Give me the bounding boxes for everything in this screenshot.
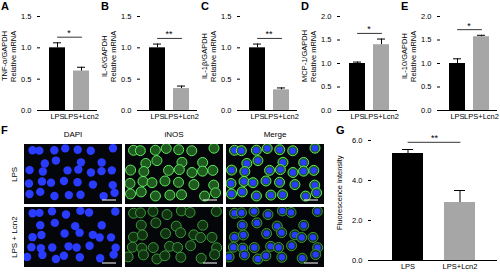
svg-text:1.5: 1.5 [21, 12, 31, 21]
html-text:B: B [101, 0, 109, 12]
svg-text:1.0: 1.0 [121, 43, 131, 52]
html-text:MCP-1/GAPDH: MCP-1/GAPDH [300, 30, 309, 82]
svg-text:LPS: LPS [150, 112, 164, 121]
svg-text:*: * [67, 28, 71, 38]
svg-text:1.0: 1.0 [421, 59, 431, 68]
html-text:DAPI: DAPI [63, 130, 83, 139]
svg-text:2.0: 2.0 [352, 216, 362, 225]
html-text:Fluorescence intensity: Fluorescence intensity [335, 155, 344, 231]
svg-text:1.5: 1.5 [321, 35, 331, 44]
svg-text:2.0: 2.0 [321, 12, 331, 21]
svg-text:1.5: 1.5 [421, 35, 431, 44]
html-text:Relative mRNA: Relative mRNA [9, 30, 18, 82]
html-text:iNOS: iNOS [164, 130, 184, 139]
html-text:LPS: LPS [10, 166, 19, 182]
svg-text:6.0: 6.0 [352, 136, 362, 145]
html-text:C: C [201, 0, 209, 12]
html-text:D: D [301, 0, 309, 12]
svg-text:0.0: 0.0 [352, 256, 362, 265]
svg-text:0.5: 0.5 [121, 75, 131, 84]
svg-text:0.5: 0.5 [321, 82, 331, 91]
svg-text:0.0: 0.0 [421, 106, 431, 115]
html-text:F: F [1, 124, 8, 136]
svg-text:0.0: 0.0 [321, 106, 331, 115]
svg-text:LPS+Lcn2: LPS+Lcn2 [64, 112, 99, 121]
html-text:Relative mRNA: Relative mRNA [409, 30, 418, 82]
svg-text:LPS: LPS [250, 112, 264, 121]
html-text:Relative mRNA: Relative mRNA [209, 30, 218, 82]
svg-text:LPS: LPS [50, 112, 64, 121]
svg-text:0.5: 0.5 [221, 75, 231, 84]
svg-text:LPS+Lcn2: LPS+Lcn2 [264, 112, 299, 121]
svg-text:*: * [467, 21, 471, 31]
svg-text:LPS+Lcn2: LPS+Lcn2 [443, 262, 478, 271]
html-text:A: A [1, 0, 9, 12]
html-text:LPS + Lcn2: LPS + Lcn2 [10, 216, 19, 258]
html-text:TNF-α/GAPDH: TNF-α/GAPDH [0, 30, 9, 82]
html-text:IL-1β/GAPDH: IL-1β/GAPDH [200, 33, 209, 79]
svg-text:*: * [367, 24, 371, 34]
svg-text:0.0: 0.0 [221, 106, 231, 115]
svg-text:**: ** [431, 133, 439, 143]
svg-text:1.0: 1.0 [221, 43, 231, 52]
html-text:IL-6/GAPDH: IL-6/GAPDH [100, 35, 109, 77]
svg-text:0.5: 0.5 [421, 82, 431, 91]
html-text:Merge: Merge [263, 130, 287, 139]
svg-text:0.5: 0.5 [21, 75, 31, 84]
html-text:E: E [401, 0, 409, 12]
svg-text:1.5: 1.5 [221, 12, 231, 21]
html-text:Relative mRNA: Relative mRNA [109, 30, 118, 82]
svg-text:4.0: 4.0 [352, 176, 362, 185]
html-text:IL-10/GAPDH: IL-10/GAPDH [400, 33, 409, 79]
html-text:G: G [336, 124, 345, 136]
svg-text:LPS+Lcn2: LPS+Lcn2 [364, 112, 399, 121]
svg-text:0.0: 0.0 [121, 106, 131, 115]
svg-text:LPS: LPS [350, 112, 364, 121]
svg-text:LPS+Lcn2: LPS+Lcn2 [464, 112, 499, 121]
svg-text:**: ** [165, 29, 173, 39]
svg-text:**: ** [265, 29, 273, 39]
svg-text:LPS: LPS [450, 112, 464, 121]
svg-text:0.0: 0.0 [21, 106, 31, 115]
svg-text:1.0: 1.0 [21, 43, 31, 52]
svg-text:LPS+Lcn2: LPS+Lcn2 [164, 112, 199, 121]
svg-text:2.0: 2.0 [421, 12, 431, 21]
svg-text:1.5: 1.5 [121, 12, 131, 21]
html-text:Relative mRNA: Relative mRNA [309, 30, 318, 82]
svg-text:LPS: LPS [401, 262, 415, 271]
svg-text:1.0: 1.0 [321, 59, 331, 68]
